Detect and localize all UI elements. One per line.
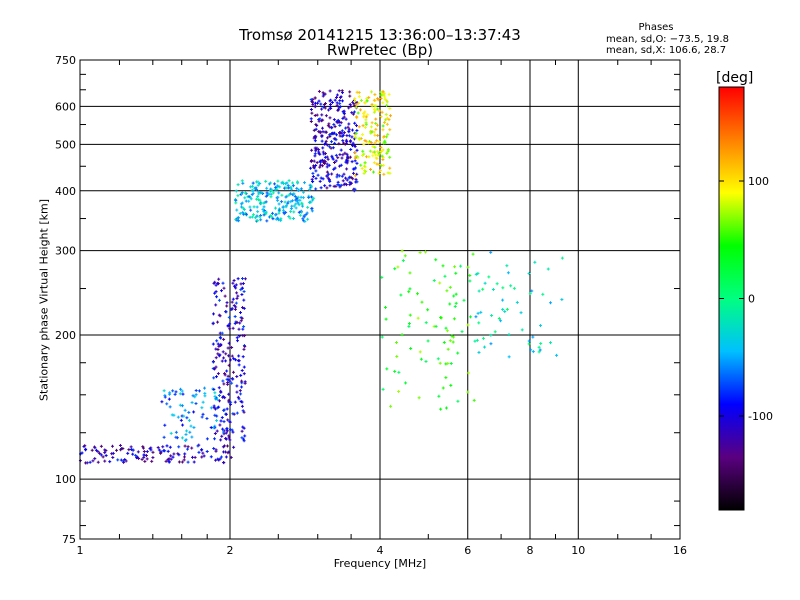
plot-frame bbox=[79, 59, 681, 540]
grid-lines bbox=[80, 60, 680, 539]
y-tick-label: 500 bbox=[55, 138, 76, 151]
y-tick-label: 100 bbox=[55, 473, 76, 486]
x-tick-label: 8 bbox=[527, 544, 534, 557]
colorbar-tick-label: 0 bbox=[748, 293, 755, 306]
y-tick-label: 75 bbox=[62, 533, 76, 546]
y-axis-ticks: 75 100 200 300 400 500 600 750 bbox=[55, 54, 680, 546]
colorbar-tick-label: -100 bbox=[748, 410, 773, 423]
x-tick-label: 16 bbox=[673, 544, 687, 557]
chart-title: Tromsø 20141215 13:36:00–13:37:43 bbox=[239, 26, 521, 44]
y-tick-label: 400 bbox=[55, 185, 76, 198]
colorbar-unit-label: [deg] bbox=[716, 70, 754, 86]
colorbar-tick-label: 100 bbox=[748, 175, 769, 188]
x-tick-label: 1 bbox=[77, 544, 84, 557]
echo-points bbox=[78, 89, 564, 465]
phases-header: Phases bbox=[638, 22, 674, 33]
x-tick-label: 4 bbox=[377, 544, 384, 557]
x-axis-label: Frequency [MHz] bbox=[333, 557, 427, 570]
colorbar-ticks: 100 0 -100 bbox=[719, 175, 773, 423]
x-tick-label: 10 bbox=[571, 544, 585, 557]
y-tick-label: 300 bbox=[55, 245, 76, 258]
x-tick-label: 6 bbox=[464, 544, 471, 557]
phases-x-stats: mean, sd,X: 106.6, 28.7 bbox=[606, 45, 727, 56]
chart-subtitle: RwPretec (Bp) bbox=[326, 41, 434, 59]
x-axis-ticks: 1 2 4 6 8 10 16 bbox=[77, 60, 687, 557]
y-tick-label: 200 bbox=[55, 329, 76, 342]
y-tick-label: 750 bbox=[55, 54, 76, 67]
y-tick-label: 600 bbox=[55, 100, 76, 113]
phases-o-stats: mean, sd,O: −73.5, 19.8 bbox=[606, 34, 729, 45]
x-tick-label: 2 bbox=[227, 544, 234, 557]
